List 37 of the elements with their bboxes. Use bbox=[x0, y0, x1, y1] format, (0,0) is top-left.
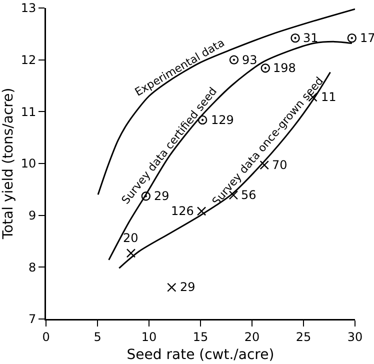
point bbox=[167, 282, 176, 292]
x-tick-label: 20 bbox=[244, 330, 260, 344]
annotation: 70 bbox=[272, 158, 288, 172]
annotation: 11 bbox=[321, 90, 336, 104]
point bbox=[196, 206, 206, 216]
y-tick-label: 9 bbox=[28, 208, 36, 223]
point bbox=[198, 115, 208, 125]
annotation: 93 bbox=[242, 53, 258, 67]
point bbox=[290, 33, 300, 43]
x-tick-label: 25 bbox=[296, 330, 312, 344]
annotation: 126 bbox=[171, 204, 194, 218]
point bbox=[260, 160, 269, 170]
x-tick-label: 10 bbox=[141, 330, 157, 344]
annotation: 17 bbox=[360, 31, 374, 45]
x-tick-label: 30 bbox=[347, 330, 363, 344]
y-tick-label: 10 bbox=[20, 156, 36, 171]
point bbox=[347, 33, 357, 43]
annotation: 20 bbox=[123, 231, 138, 245]
x-tick-label: 15 bbox=[192, 330, 208, 344]
annotation: 129 bbox=[211, 113, 234, 127]
point bbox=[229, 55, 239, 64]
annotation: 31 bbox=[303, 31, 318, 45]
point bbox=[260, 64, 270, 73]
x-axis-title: Seed rate (cwt./acre) bbox=[126, 346, 274, 363]
y-tick-label: 8 bbox=[28, 260, 36, 274]
annotation: 198 bbox=[273, 61, 296, 75]
x-tick-label: 5 bbox=[94, 330, 102, 344]
x-tick-label: 0 bbox=[42, 330, 50, 344]
annotation: 56 bbox=[241, 188, 256, 202]
y-tick-label: 13 bbox=[20, 1, 36, 16]
y-tick-label: 11 bbox=[20, 104, 36, 119]
y-tick-label: 7 bbox=[28, 312, 36, 326]
point bbox=[126, 248, 136, 258]
annotation: 29 bbox=[154, 189, 170, 203]
y-tick-label: 12 bbox=[20, 53, 36, 68]
y-axis-title: Total yield (tons/acre) bbox=[0, 88, 17, 240]
annotation: 29 bbox=[180, 280, 196, 294]
